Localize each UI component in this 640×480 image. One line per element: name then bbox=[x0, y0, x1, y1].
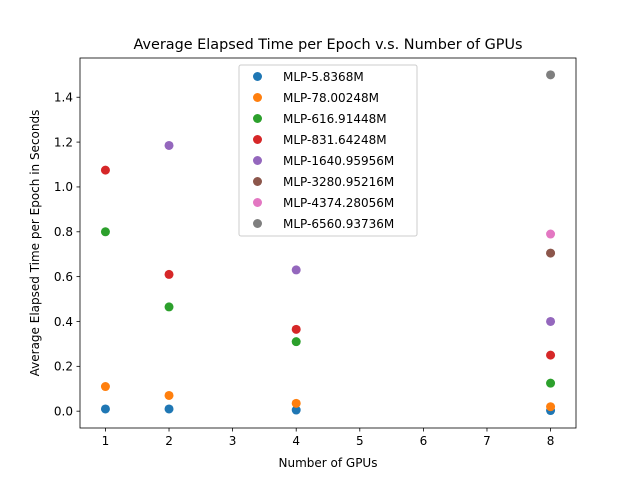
point-mlp-616-91448m-4-gpu bbox=[291, 337, 301, 347]
x-tick-label: 2 bbox=[165, 434, 173, 448]
point-mlp-831-64248m-8-gpu bbox=[546, 350, 556, 360]
point-mlp-831-64248m-4-gpu bbox=[291, 324, 301, 334]
legend-label: MLP-616.91448M bbox=[283, 112, 387, 126]
point-mlp-78-00248m-2-gpu bbox=[164, 390, 174, 400]
point-mlp-831-64248m-1-gpu bbox=[100, 165, 110, 175]
point-mlp-1640-95956m-2-gpu bbox=[164, 140, 174, 150]
x-tick-label: 5 bbox=[356, 434, 364, 448]
legend-label: MLP-5.8368M bbox=[283, 70, 364, 84]
point-mlp-4374-28056m-8-gpu bbox=[546, 229, 556, 239]
legend-marker bbox=[253, 72, 262, 81]
legend-marker bbox=[253, 219, 262, 228]
legend-marker bbox=[253, 156, 262, 165]
x-tick-label: 6 bbox=[420, 434, 428, 448]
x-tick-label: 3 bbox=[229, 434, 237, 448]
y-tick-label: 1.4 bbox=[54, 91, 73, 105]
x-tick-label: 7 bbox=[483, 434, 491, 448]
point-mlp-1640-95956m-8-gpu bbox=[546, 316, 556, 326]
legend-label: MLP-4374.28056M bbox=[283, 196, 394, 210]
legend-label: MLP-3280.95216M bbox=[283, 175, 394, 189]
legend-marker bbox=[253, 177, 262, 186]
point-mlp-78-00248m-1-gpu bbox=[100, 382, 110, 392]
y-tick-label: 0.4 bbox=[54, 315, 73, 329]
plot-frame bbox=[79, 57, 577, 429]
point-mlp-616-91448m-2-gpu bbox=[164, 302, 174, 312]
legend-label: MLP-1640.95956M bbox=[283, 154, 394, 168]
legend-marker bbox=[253, 114, 262, 123]
y-axis-label: Average Elapsed Time per Epoch in Second… bbox=[28, 110, 42, 377]
point-mlp-1640-95956m-4-gpu bbox=[291, 265, 301, 275]
legend-label: MLP-831.64248M bbox=[283, 133, 387, 147]
y-tick-label: 1.0 bbox=[54, 180, 73, 194]
legend-marker bbox=[253, 198, 262, 207]
data-points bbox=[100, 70, 556, 416]
legend-label: MLP-78.00248M bbox=[283, 91, 379, 105]
x-tick-label: 1 bbox=[102, 434, 110, 448]
point-mlp-78-00248m-8-gpu bbox=[546, 402, 556, 412]
point-mlp-3280-95216m-8-gpu bbox=[546, 248, 556, 258]
legend-box bbox=[238, 64, 418, 237]
y-axis-ticks: 0.0 0.2 0.4 0.6 0.8 1.0 1.2 1.4 bbox=[54, 91, 80, 418]
legend-label: MLP-6560.93736M bbox=[283, 217, 394, 231]
x-axis-ticks: 1 2 3 4 5 6 7 8 bbox=[102, 428, 555, 448]
legend: MLP-5.8368M MLP-78.00248M MLP-616.91448M ML… bbox=[238, 64, 418, 237]
point-mlp-616-91448m-1-gpu bbox=[100, 227, 110, 237]
point-mlp-831-64248m-2-gpu bbox=[164, 269, 174, 279]
y-tick-label: 0.6 bbox=[54, 270, 73, 284]
y-tick-label: 1.2 bbox=[54, 135, 73, 149]
point-mlp-616-91448m-8-gpu bbox=[546, 378, 556, 388]
y-tick-label: 0.2 bbox=[54, 360, 73, 374]
legend-marker bbox=[253, 135, 262, 144]
x-axis-label: Number of GPUs bbox=[279, 456, 378, 470]
point-mlp-5-8368m-2-gpu bbox=[164, 404, 174, 414]
x-tick-label: 8 bbox=[547, 434, 555, 448]
point-mlp-5-8368m-4-gpu bbox=[291, 405, 301, 415]
point-mlp-5-8368m-1-gpu bbox=[100, 404, 110, 414]
x-tick-label: 4 bbox=[292, 434, 300, 448]
legend-marker bbox=[253, 93, 262, 102]
point-mlp-78-00248m-4-gpu bbox=[291, 398, 301, 408]
chart-title: Average Elapsed Time per Epoch v.s. Numb… bbox=[134, 37, 523, 53]
point-mlp-6560-93736m-8-gpu bbox=[546, 70, 556, 80]
y-tick-label: 0.8 bbox=[54, 225, 73, 239]
y-tick-label: 0.0 bbox=[54, 404, 73, 418]
